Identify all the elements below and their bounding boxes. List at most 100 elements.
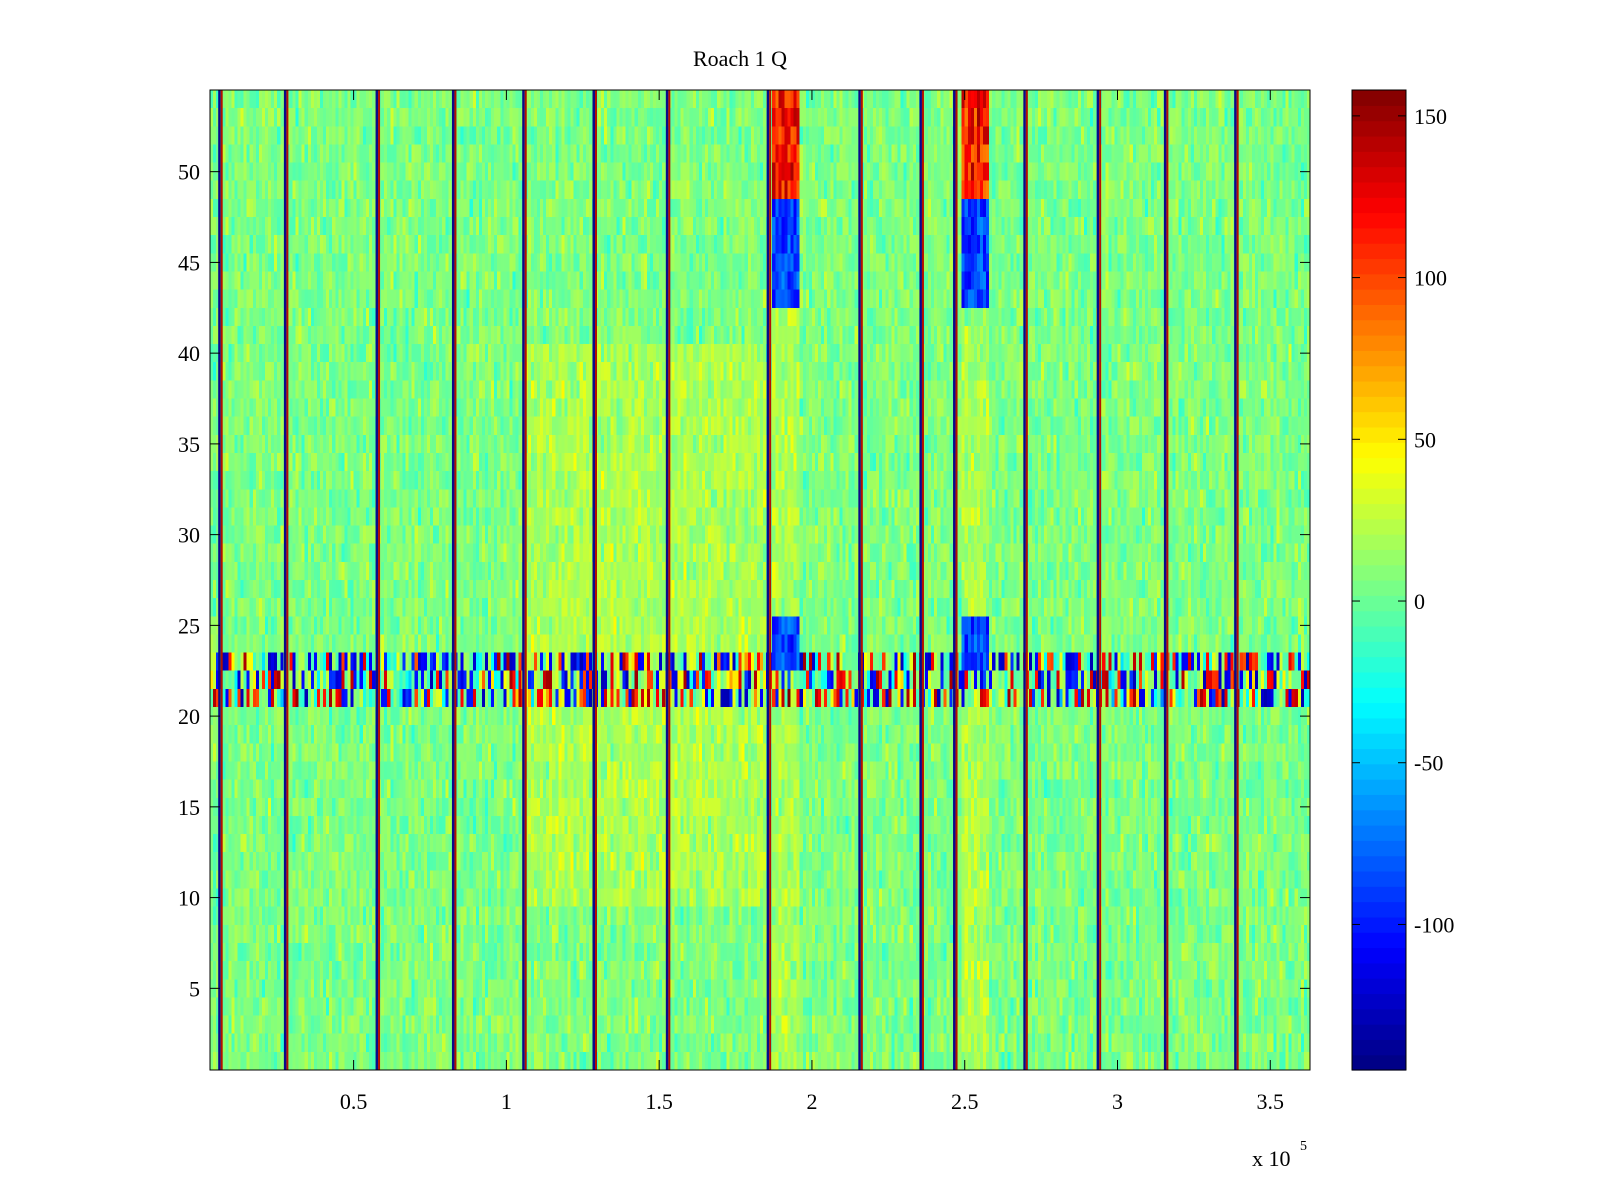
colorbar-band [1352, 197, 1406, 214]
colorbar-band [1352, 289, 1406, 305]
colorbar-band [1352, 794, 1406, 811]
colorbar-tick-label: 100 [1414, 266, 1447, 291]
colorbar-tick-label: 150 [1414, 104, 1447, 129]
vertical-stripe [375, 90, 381, 1070]
vertical-stripe [1023, 90, 1028, 1070]
x-tick-label: 2 [806, 1089, 817, 1114]
colorbar-band [1352, 319, 1406, 336]
colorbar-band [1352, 212, 1406, 229]
colorbar-band [1352, 273, 1406, 290]
colorbar-band [1352, 610, 1406, 627]
x-tick-label: 0.5 [340, 1089, 368, 1114]
y-tick-label: 25 [178, 613, 200, 638]
y-tick-label: 30 [178, 523, 200, 548]
colorbar-frame [1351, 89, 1407, 1071]
colorbar-band [1352, 595, 1406, 612]
vertical-stripe [766, 90, 772, 1070]
y-tick-label: 50 [178, 160, 200, 185]
colorbar-band [1352, 962, 1406, 979]
colorbar-band [1352, 932, 1406, 949]
colorbar-band [1352, 779, 1406, 795]
x-tick-label: 3 [1112, 1089, 1123, 1114]
vertical-stripe [858, 90, 863, 1070]
colorbar-band [1352, 105, 1406, 122]
colorbar-band [1352, 656, 1406, 673]
y-tick-label: 40 [178, 341, 200, 366]
colorbar-band [1352, 641, 1406, 658]
x-multiplier-exponent: 5 [1300, 1139, 1307, 1154]
vertical-stripe [1163, 90, 1169, 1070]
colorbar-band [1352, 733, 1406, 750]
colorbar-band [1352, 855, 1406, 872]
vertical-stripe [1096, 90, 1102, 1070]
colorbar-band [1352, 442, 1406, 459]
y-tick-label: 35 [178, 432, 200, 457]
colorbar-band [1352, 181, 1406, 198]
colorbar-tick-label: -50 [1414, 751, 1443, 776]
colorbar-band [1352, 886, 1406, 903]
vertical-stripe [522, 90, 527, 1070]
colorbar-band [1352, 809, 1406, 826]
colorbar-band [1352, 702, 1406, 719]
colorbar-band [1352, 304, 1406, 321]
x-axis: 0.5 1 1.5 2 2.5 3 3.5 [340, 90, 1284, 1114]
colorbar-band [1352, 825, 1406, 841]
colorbar-tick-label: 0 [1414, 589, 1425, 614]
colorbar-band [1352, 947, 1406, 964]
colorbar-band [1352, 625, 1406, 642]
y-tick-label: 45 [178, 250, 200, 275]
colorbar-band [1352, 166, 1406, 183]
colorbar-band [1352, 503, 1406, 520]
heatmap [210, 90, 1310, 1070]
vertical-stripe [919, 90, 924, 1070]
vertical-stripe [1234, 90, 1239, 1070]
colorbar-band [1352, 1024, 1406, 1040]
colorbar-band [1352, 396, 1406, 413]
colorbar-band [1352, 564, 1406, 581]
x-multiplier-label: x 10 [1252, 1146, 1291, 1171]
colorbar-band [1352, 151, 1406, 168]
colorbar-band [1352, 350, 1406, 367]
colorbar-band [1352, 488, 1406, 505]
vertical-stripe [953, 90, 958, 1070]
heatmap-cells [210, 90, 1310, 1070]
vertical-stripe [218, 90, 223, 1070]
y-tick-label: 5 [189, 976, 200, 1001]
plot-frame [209, 89, 1311, 1071]
colorbar-band [1352, 534, 1406, 550]
colorbar-band [1352, 411, 1406, 428]
x-tick-label: 2.5 [951, 1089, 979, 1114]
colorbar-band [1352, 978, 1406, 995]
colorbar [1352, 90, 1406, 1071]
colorbar-band [1352, 671, 1406, 688]
colorbar-band [1352, 227, 1406, 244]
colorbar-band [1352, 1039, 1406, 1056]
colorbar-band [1352, 426, 1406, 443]
x-tick-label: 1 [501, 1089, 512, 1114]
colorbar-band [1352, 870, 1406, 887]
chart-title: Roach 1 Q [693, 46, 787, 71]
colorbar-band [1352, 518, 1406, 535]
colorbar-band [1352, 763, 1406, 780]
colorbar-band [1352, 687, 1406, 704]
colorbar-band [1352, 135, 1406, 152]
colorbar-band [1352, 243, 1406, 260]
colorbar-band [1352, 993, 1406, 1010]
vertical-stripe [665, 90, 671, 1070]
y-tick-label: 15 [178, 795, 200, 820]
colorbar-band [1352, 335, 1406, 351]
vertical-stripe [592, 90, 597, 1070]
colorbar-band [1352, 549, 1406, 566]
colorbar-band [1352, 717, 1406, 734]
y-tick-label: 20 [178, 704, 200, 729]
x-tick-label: 1.5 [645, 1089, 673, 1114]
vertical-stripe [283, 90, 289, 1070]
colorbar-band [1352, 120, 1406, 137]
colorbar-axis: -100 -50 0 50 100 150 [1352, 104, 1454, 937]
colorbar-band [1352, 748, 1406, 765]
colorbar-band [1352, 365, 1406, 382]
colorbar-band [1352, 916, 1406, 933]
colorbar-band [1352, 580, 1406, 596]
colorbar-band [1352, 840, 1406, 857]
